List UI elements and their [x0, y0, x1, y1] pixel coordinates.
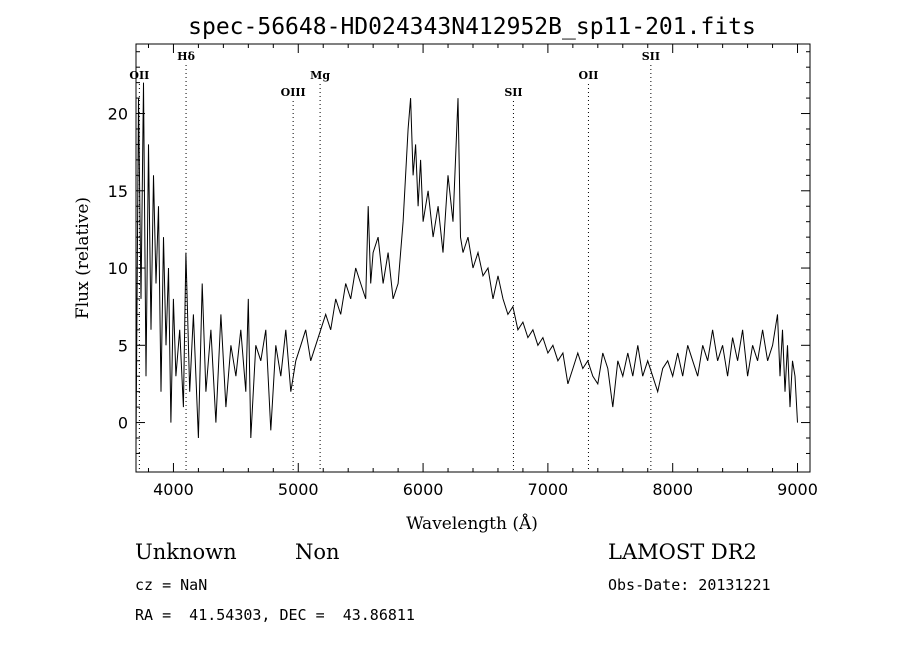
x-tick-label: 5000 [278, 480, 319, 499]
axis-ticks: 4000 5000 6000 7000 8000 9000 0 5 10 15 20 [108, 44, 818, 499]
x-tick-label: 6000 [403, 480, 444, 499]
chart-title: spec-56648-HD024343N412952B_sp11-201.fit… [188, 14, 756, 40]
series-line [135, 82, 798, 446]
survey-label: LAMOST DR2 [608, 540, 757, 564]
y-tick-label: 15 [108, 182, 128, 201]
line-marker-label: Mg [310, 69, 330, 82]
x-tick-label: 4000 [153, 480, 194, 499]
line-marker-label: OIII [281, 86, 306, 99]
line-marker-label: OII [579, 69, 599, 82]
obs-date-label: Obs-Date: 20131221 [608, 576, 771, 594]
class-label: Unknown [135, 540, 237, 564]
line-marker-label: SII [504, 86, 522, 99]
line-marker-label: Hδ [177, 50, 195, 63]
line-marker-label: SII [642, 50, 660, 63]
x-tick-label: 9000 [777, 480, 818, 499]
coords-label: RA = 41.54303, DEC = 43.86811 [135, 606, 415, 624]
x-axis-label: Wavelength (Å) [406, 513, 538, 534]
y-tick-label: 0 [118, 414, 128, 433]
y-tick-label: 20 [108, 105, 128, 124]
line-marker-label: OII [129, 69, 149, 82]
subclass-label: Non [295, 540, 340, 564]
emission-line-markers: OII Hδ OIII Mg SII OII SII [129, 50, 660, 472]
y-tick-label: 10 [108, 259, 128, 278]
y-tick-label: 5 [118, 336, 128, 355]
cz-label: cz = NaN [135, 576, 208, 594]
y-axis-label: Flux (relative) [73, 197, 93, 319]
x-tick-label: 7000 [528, 480, 569, 499]
x-tick-label: 8000 [652, 480, 693, 499]
plot-frame [135, 43, 811, 473]
